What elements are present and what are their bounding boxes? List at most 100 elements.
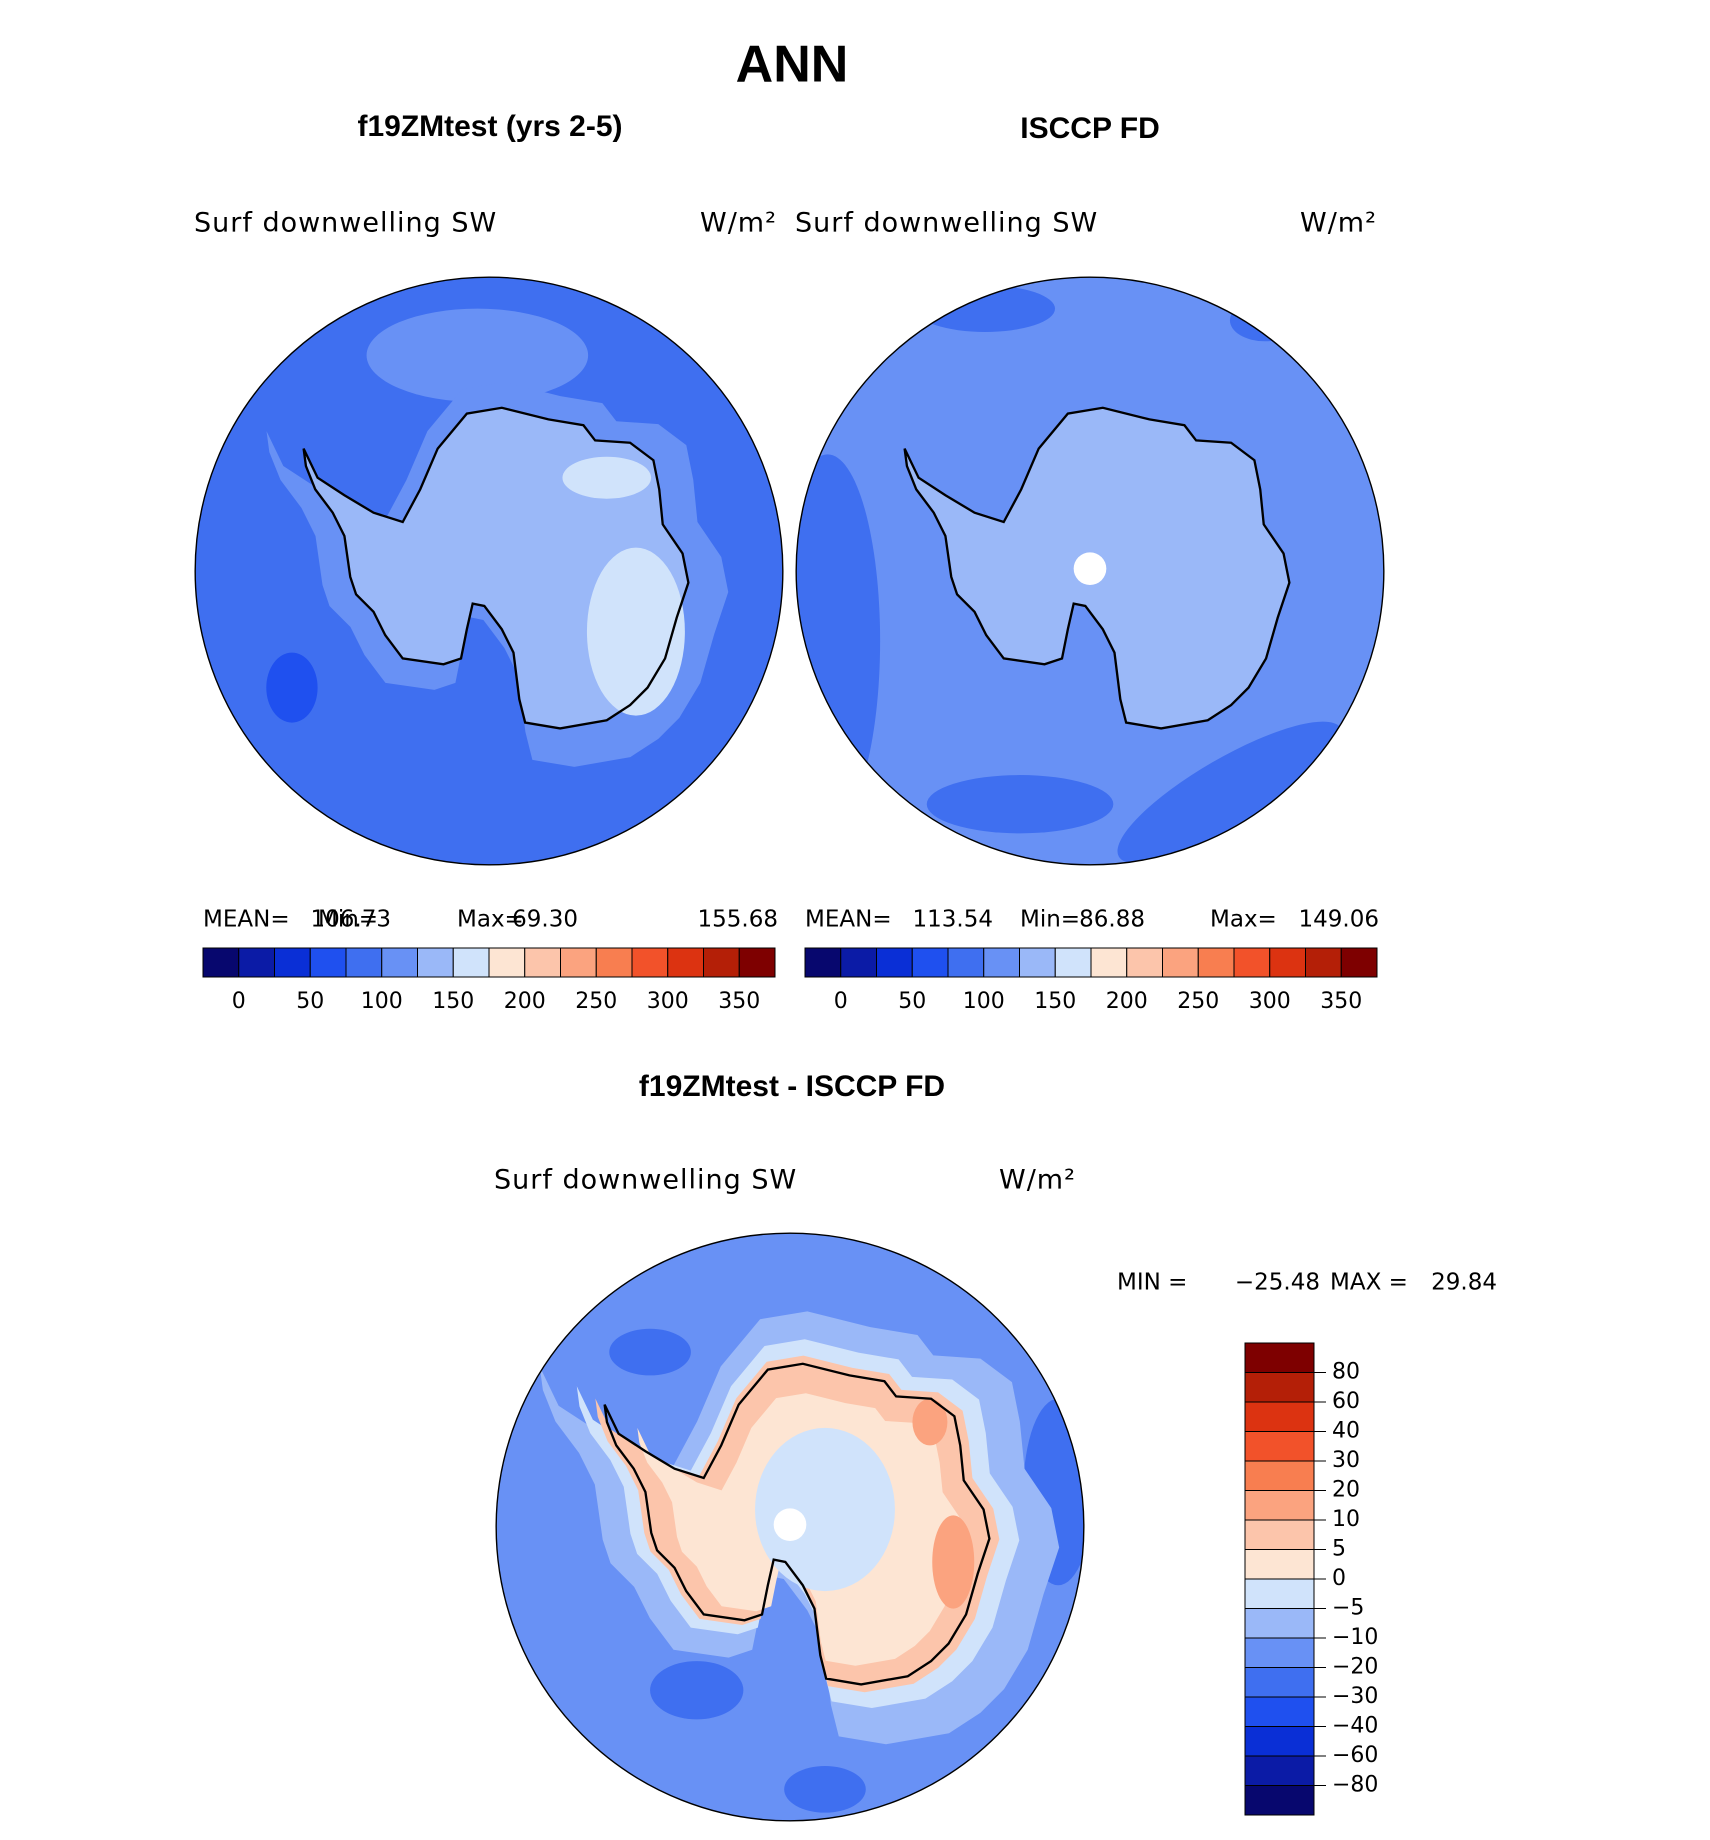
figure-title: ANN [736,36,849,94]
colorbar-label: 350 [1320,989,1362,1014]
contour-region [266,652,318,723]
stat-label: Max= [1210,907,1277,933]
colorbar-label: 350 [718,989,760,1014]
colorbar-label: 5 [1332,1537,1346,1562]
stat-value: 69.30 [512,907,578,933]
colorbar-swatch [1244,1519,1315,1550]
stat-label: Max= [457,907,524,933]
stat-value: 29.84 [1431,1270,1497,1296]
colorbar-swatch [1244,1785,1315,1816]
units-label: W/m² [1300,208,1377,239]
colorbar-swatch [1090,947,1128,978]
stat-label: Min= [1020,907,1080,933]
stat-value: 149.06 [1299,907,1379,933]
colorbar-swatch [1244,1637,1315,1668]
contour-region [755,1427,895,1592]
colorbar-label: 300 [1249,989,1291,1014]
colorbar-label: −60 [1332,1743,1378,1768]
colorbar-label: 60 [1332,1389,1360,1414]
colorbar-label: −20 [1332,1655,1378,1680]
contour-region [784,1766,866,1813]
colorbar-label: 80 [1332,1360,1360,1385]
map [495,1232,1085,1822]
colorbar-swatch [1305,947,1342,978]
variable-label: Surf downwelling SW [194,208,497,239]
colorbar-label: −10 [1332,1625,1378,1650]
colorbar-swatch [911,947,949,978]
colorbar-swatch [738,947,776,978]
colorbar-label: 0 [834,989,848,1014]
units-label: W/m² [999,1165,1076,1196]
colorbar-label: 150 [1034,989,1076,1014]
colorbar-swatch [983,947,1020,978]
colorbar-swatch [1244,1342,1315,1373]
colorbar-label: −5 [1332,1596,1364,1621]
contour-region [366,308,589,402]
colorbar-swatch [1054,947,1092,978]
colorbar-swatch [876,947,913,978]
colorbar-swatch [1244,1667,1315,1698]
colorbar-label: −30 [1332,1684,1378,1709]
colorbar-swatch [1197,947,1235,978]
colorbar-label: 300 [647,989,689,1014]
colorbar-swatch [274,947,311,978]
colorbar-label: 0 [1332,1566,1346,1591]
colorbar-swatch [1244,1372,1315,1403]
colorbar-label: 200 [1106,989,1148,1014]
colorbar-label: 100 [361,989,403,1014]
colorbar-label: 250 [1177,989,1219,1014]
colorbar-swatch [804,947,842,978]
colorbar-swatch [202,947,240,978]
map [795,276,1385,866]
colorbar-label: 200 [504,989,546,1014]
colorbar-swatch [840,947,877,978]
stat-value: 106.73 [311,907,391,933]
colorbar-swatch [947,947,985,978]
contour-region [562,456,652,499]
panel-title: ISCCP FD [1020,112,1159,145]
colorbar-swatch [1244,1431,1315,1462]
contour-region [650,1661,744,1720]
stat-label: MEAN= [805,907,892,933]
colorbar-swatch [595,947,633,978]
stat-label: MIN = [1117,1270,1187,1296]
contour-region [932,1515,975,1609]
colorbar-swatch [1244,1726,1315,1757]
colorbar-swatch [631,947,669,978]
colorbar-label: 250 [575,989,617,1014]
colorbar-label: −40 [1332,1714,1378,1739]
colorbar-swatch [1244,1696,1315,1727]
colorbar-label: 100 [963,989,1005,1014]
colorbar-swatch [524,947,561,978]
colorbar-swatch [488,947,526,978]
map [194,276,784,866]
variable-label: Surf downwelling SW [494,1165,797,1196]
stat-label: Min= [318,907,378,933]
variable-label: Surf downwelling SW [795,208,1098,239]
colorbar-swatch [1244,1755,1315,1786]
colorbar-label: 50 [296,989,324,1014]
panel-title: f19ZMtest - ISCCP FD [639,1070,945,1103]
stat-value: 155.68 [698,907,778,933]
contour-region [796,454,881,828]
colorbar-swatch [238,947,275,978]
colorbar-swatch [703,947,740,978]
contour-region [915,285,1056,332]
colorbar-label: 50 [898,989,926,1014]
colorbar-label: 10 [1332,1507,1360,1532]
stat-label: MEAN= [203,907,290,933]
stat-value: −25.48 [1235,1270,1320,1296]
missing-data [1073,552,1107,585]
contour-region [586,547,685,716]
colorbar-swatch [452,947,490,978]
colorbar-label: 30 [1332,1448,1360,1473]
colorbar-swatch [1162,947,1199,978]
colorbar-swatch [1244,1578,1315,1609]
colorbar-label: 150 [432,989,474,1014]
colorbar-swatch [560,947,597,978]
colorbar-swatch [1233,947,1271,978]
colorbar-label: 40 [1332,1419,1360,1444]
colorbar-swatch [1244,1460,1315,1491]
colorbar-label: −80 [1332,1773,1378,1798]
